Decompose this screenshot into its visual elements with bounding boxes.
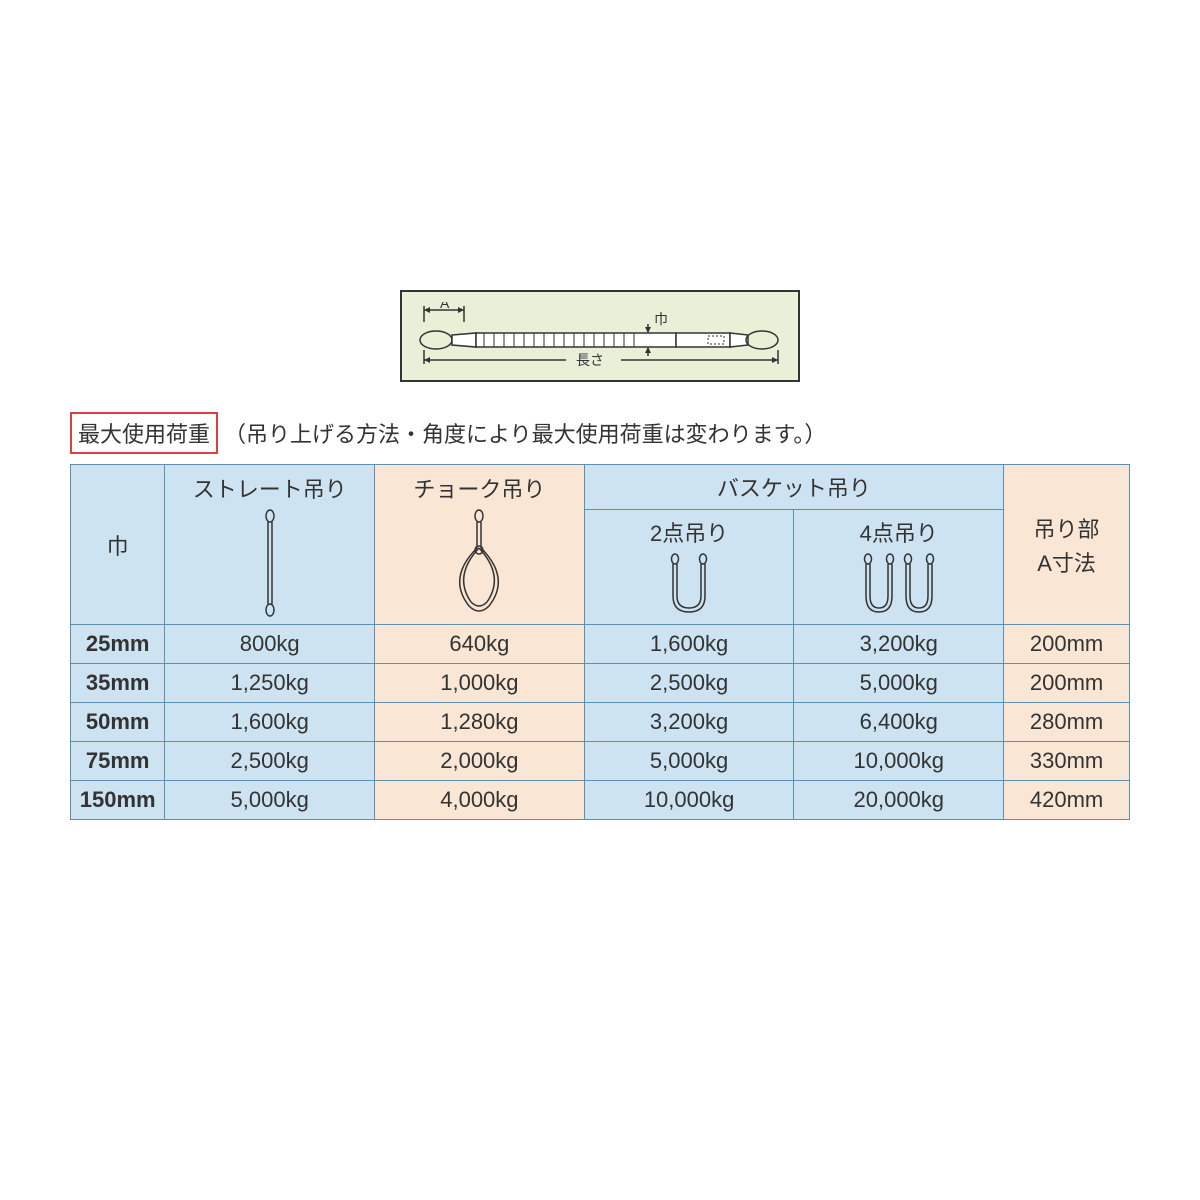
- cell-two: 10,000kg: [584, 781, 794, 820]
- cell-four: 5,000kg: [794, 664, 1004, 703]
- cell-width: 50mm: [71, 703, 165, 742]
- cell-straight: 5,000kg: [165, 781, 375, 820]
- cell-choke: 1,280kg: [375, 703, 585, 742]
- table-row: 25mm 800kg 640kg 1,600kg 3,200kg 200mm: [71, 625, 1130, 664]
- cell-a: 200mm: [1004, 625, 1130, 664]
- choke-icon: [439, 508, 519, 618]
- cell-width: 25mm: [71, 625, 165, 664]
- cell-four: 20,000kg: [794, 781, 1004, 820]
- sling-diagram-svg: A: [416, 302, 786, 372]
- th-two-point-label: 2点吊り: [650, 516, 728, 548]
- cell-straight: 800kg: [165, 625, 375, 664]
- cell-a: 420mm: [1004, 781, 1130, 820]
- title-row: 最大使用荷重 （吊り上げる方法・角度により最大使用荷重は変わります。）: [70, 412, 1130, 454]
- table-row: 150mm 5,000kg 4,000kg 10,000kg 20,000kg …: [71, 781, 1130, 820]
- cell-four: 6,400kg: [794, 703, 1004, 742]
- cell-choke: 2,000kg: [375, 742, 585, 781]
- title-boxed: 最大使用荷重: [70, 412, 218, 454]
- cell-choke: 640kg: [375, 625, 585, 664]
- cell-straight: 1,250kg: [165, 664, 375, 703]
- cell-choke: 4,000kg: [375, 781, 585, 820]
- load-table: 巾 ストレート吊り: [70, 464, 1130, 820]
- table-body: 25mm 800kg 640kg 1,600kg 3,200kg 200mm 3…: [71, 625, 1130, 820]
- content-wrap: A: [70, 0, 1130, 820]
- cell-choke: 1,000kg: [375, 664, 585, 703]
- th-straight: ストレート吊り: [165, 465, 375, 625]
- th-width: 巾: [71, 465, 165, 625]
- sling-diagram: A: [400, 290, 800, 382]
- title-rest: （吊り上げる方法・角度により最大使用荷重は変わります。）: [224, 417, 826, 449]
- th-two-point: 2点吊り: [584, 510, 794, 625]
- cell-straight: 2,500kg: [165, 742, 375, 781]
- th-a-dim-l2: A寸法: [1037, 546, 1096, 578]
- table-row: 75mm 2,500kg 2,000kg 5,000kg 10,000kg 33…: [71, 742, 1130, 781]
- table-row: 50mm 1,600kg 1,280kg 3,200kg 6,400kg 280…: [71, 703, 1130, 742]
- th-choke: チョーク吊り: [375, 465, 585, 625]
- cell-two: 5,000kg: [584, 742, 794, 781]
- label-width: 巾: [654, 311, 668, 327]
- straight-icon: [255, 508, 285, 618]
- label-a: A: [440, 302, 450, 311]
- th-basket: バスケット吊り: [584, 465, 1003, 510]
- cell-a: 200mm: [1004, 664, 1130, 703]
- th-four-point-label: 4点吊り: [860, 516, 938, 548]
- th-choke-label: チョーク吊り: [413, 472, 545, 504]
- cell-a: 280mm: [1004, 703, 1130, 742]
- th-four-point: 4点吊り: [794, 510, 1004, 625]
- th-straight-label: ストレート吊り: [193, 472, 347, 504]
- cell-a: 330mm: [1004, 742, 1130, 781]
- label-length: 長さ: [576, 352, 604, 368]
- cell-width: 35mm: [71, 664, 165, 703]
- cell-four: 10,000kg: [794, 742, 1004, 781]
- th-a-dim-l1: 吊り部: [1034, 512, 1100, 544]
- cell-two: 1,600kg: [584, 625, 794, 664]
- th-a-dim: 吊り部 A寸法: [1004, 465, 1130, 625]
- cell-two: 2,500kg: [584, 664, 794, 703]
- cell-straight: 1,600kg: [165, 703, 375, 742]
- two-point-icon: [659, 552, 719, 618]
- four-point-icon: [854, 552, 944, 618]
- cell-four: 3,200kg: [794, 625, 1004, 664]
- cell-width: 150mm: [71, 781, 165, 820]
- cell-two: 3,200kg: [584, 703, 794, 742]
- table-row: 35mm 1,250kg 1,000kg 2,500kg 5,000kg 200…: [71, 664, 1130, 703]
- cell-width: 75mm: [71, 742, 165, 781]
